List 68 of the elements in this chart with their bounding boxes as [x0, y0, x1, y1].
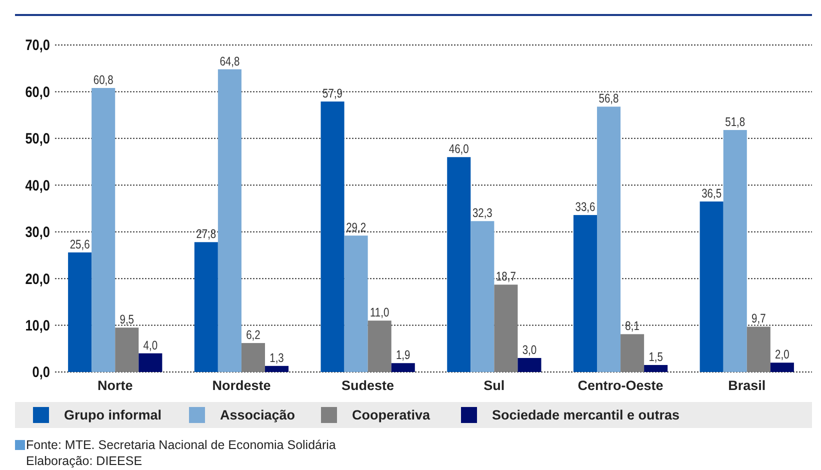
x-tick-label: Brasil	[728, 378, 766, 393]
x-tick-label: Sul	[484, 378, 505, 393]
bar	[494, 284, 518, 372]
bar	[115, 328, 139, 372]
data-label: 1,3	[270, 352, 284, 366]
source-note: Fonte: MTE. Secretaria Nacional de Economia Solidária	[26, 438, 336, 452]
legend-label: Grupo informal	[64, 408, 162, 423]
bar	[368, 320, 392, 372]
bar	[320, 102, 344, 372]
bar	[723, 130, 747, 372]
x-tick-label: Sudeste	[342, 378, 395, 393]
y-tick-label: 20,0	[25, 270, 50, 288]
data-label: 32,3	[472, 207, 492, 220]
y-tick-label: 50,0	[25, 130, 50, 147]
data-label: 46,0	[448, 143, 469, 156]
data-label: 60,8	[93, 74, 114, 88]
data-label: 9,7	[752, 312, 766, 326]
data-label: 1,5	[648, 351, 663, 364]
bar	[265, 366, 289, 372]
data-label: 64,8	[220, 55, 240, 69]
bar	[447, 157, 471, 372]
bar	[644, 364, 668, 372]
bar	[470, 221, 494, 372]
bar	[700, 201, 724, 372]
bar	[746, 326, 770, 372]
y-tick-label: 30,0	[25, 223, 50, 240]
data-label: 4,0	[143, 339, 158, 353]
bar	[68, 252, 92, 372]
bar	[573, 215, 597, 372]
y-tick-label: 70,0	[25, 36, 50, 54]
bar	[194, 242, 218, 372]
x-tick-label: Centro-Oeste	[578, 378, 664, 393]
data-label: 25,6	[70, 238, 90, 252]
bar	[218, 69, 242, 372]
bar	[770, 362, 794, 372]
data-label: 6,2	[246, 329, 260, 342]
data-label: 1,9	[396, 349, 410, 362]
data-label: 11,0	[370, 306, 390, 320]
bar	[241, 343, 265, 372]
data-label: 57,9	[322, 88, 342, 101]
y-tick-label: 40,0	[25, 176, 50, 194]
text: Elaboração: DIEESE	[26, 454, 142, 468]
bar	[344, 236, 368, 372]
data-label: 29,2	[346, 222, 366, 235]
bar	[620, 334, 644, 372]
bar	[138, 353, 162, 372]
data-label: 33,6	[575, 201, 596, 214]
data-label: 18,7	[496, 270, 516, 284]
bar	[518, 358, 542, 372]
legend-label: Sociedade mercantil e outras	[492, 408, 680, 423]
data-label: 51,8	[725, 116, 746, 130]
y-tick-label: 60,0	[25, 82, 50, 100]
data-label: 3,0	[522, 344, 537, 358]
x-tick-label: Norte	[97, 378, 134, 393]
y-tick-label: 10,0	[25, 316, 50, 334]
legend-label: Cooperativa	[352, 408, 431, 423]
bar	[597, 106, 621, 372]
x-tick-label: Nordeste	[212, 378, 272, 393]
y-tick-label: 0,0	[32, 363, 50, 380]
data-label: 36,5	[702, 188, 722, 201]
data-label: 27,8	[196, 228, 216, 242]
bar	[391, 363, 415, 372]
data-label: 2,0	[775, 348, 790, 362]
bar	[92, 88, 116, 372]
data-label: 56,8	[598, 92, 619, 106]
legend-label: Associação	[220, 408, 296, 423]
data-label: 8,1	[625, 320, 640, 334]
data-label: 9,5	[120, 314, 134, 327]
